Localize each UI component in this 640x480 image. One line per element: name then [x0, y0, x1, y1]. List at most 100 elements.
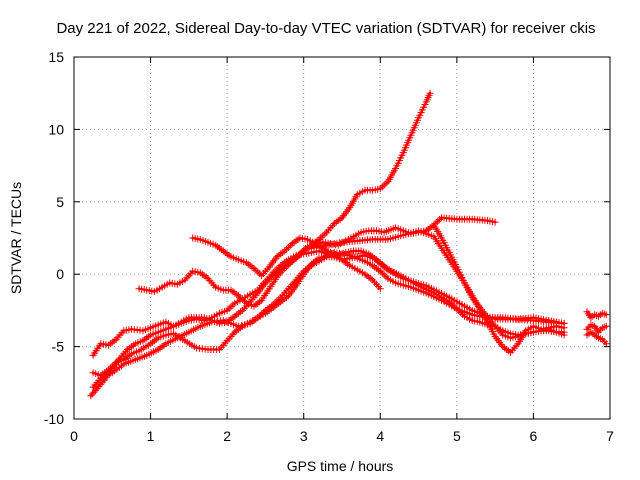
data-point: [225, 339, 229, 343]
data-point: [382, 231, 386, 234]
data-point: [321, 246, 325, 250]
data-point: [183, 339, 187, 343]
data-point: [386, 180, 390, 183]
axis-ticks: 0 1 2 3 4 5 6 7 -10 -5 0 5 10 15: [44, 49, 614, 444]
data-point: [317, 238, 321, 241]
data-point: [271, 274, 275, 277]
data-point: [363, 254, 367, 257]
data-point: [348, 254, 351, 257]
data-point: [432, 291, 436, 295]
data-point: [314, 242, 317, 245]
data-point: [604, 325, 608, 328]
data-point: [597, 314, 600, 318]
data-point: [126, 348, 129, 351]
data-point: [168, 281, 171, 285]
data-point: [440, 236, 443, 240]
data-point: [325, 231, 328, 234]
x-axis-label: GPS time / hours: [287, 458, 394, 474]
data-point: [493, 325, 497, 328]
data-point: [509, 351, 512, 354]
data-point: [275, 275, 279, 279]
data-point: [191, 236, 194, 240]
data-point: [356, 239, 359, 243]
x-tick-label: 3: [300, 428, 308, 444]
data-point: [562, 326, 566, 329]
data-point: [294, 284, 298, 287]
data-point: [352, 249, 355, 253]
data-point: [137, 287, 141, 290]
data-point: [298, 236, 302, 240]
data-point: [371, 264, 374, 267]
data-point: [363, 273, 367, 276]
data-point: [187, 330, 191, 334]
data-point: [402, 233, 405, 237]
data-point: [222, 319, 225, 322]
data-point: [336, 254, 340, 257]
series-s3: [89, 253, 384, 391]
data-point: [157, 336, 160, 340]
data-point: [486, 320, 489, 324]
data-point: [172, 332, 175, 335]
x-tick-label: 6: [530, 428, 538, 444]
data-point: [379, 187, 382, 190]
data-point: [317, 249, 321, 253]
data-point: [271, 303, 275, 306]
data-point: [417, 229, 420, 232]
data-point: [448, 300, 451, 303]
data-point: [202, 316, 206, 319]
data-point: [199, 271, 202, 274]
data-point: [137, 349, 141, 353]
data-point: [448, 251, 451, 254]
data-point: [260, 274, 263, 277]
data-point: [463, 314, 466, 318]
data-point: [195, 346, 198, 350]
data-point: [99, 342, 103, 345]
data-point: [371, 238, 374, 241]
series-s5: [135, 214, 499, 310]
data-point: [394, 167, 397, 170]
y-axis-label: SDTVAR / TECUs: [8, 182, 24, 294]
data-point: [455, 265, 459, 269]
data-point: [260, 299, 263, 302]
data-point: [206, 348, 210, 351]
data-point: [229, 255, 233, 259]
data-point: [340, 258, 344, 261]
data-point: [539, 328, 543, 331]
y-tick-label: -5: [52, 339, 65, 355]
data-point: [122, 329, 125, 332]
data-point: [237, 325, 240, 328]
data-point: [252, 304, 256, 308]
data-point: [425, 100, 428, 104]
data-point: [375, 258, 378, 261]
x-tick-label: 4: [376, 428, 384, 444]
data-point: [229, 288, 233, 292]
data-point: [601, 338, 604, 341]
data-point: [348, 206, 351, 209]
data-point: [367, 252, 370, 256]
data-point: [191, 270, 194, 273]
data-point: [448, 296, 451, 299]
data-point: [356, 193, 359, 196]
data-point: [386, 277, 390, 280]
y-tick-label: 5: [56, 194, 64, 210]
data-point: [218, 322, 221, 325]
data-point: [532, 330, 535, 334]
data-point: [501, 345, 504, 348]
x-tick-label: 7: [606, 428, 614, 444]
series-markers: [89, 247, 568, 359]
data-point: [532, 325, 535, 328]
data-point: [604, 313, 608, 316]
data-point: [402, 275, 405, 279]
data-point: [164, 333, 168, 337]
data-point: [470, 313, 474, 316]
data-point: [149, 326, 152, 329]
data-point: [245, 261, 248, 264]
data-point: [402, 229, 405, 232]
data-point: [470, 296, 474, 299]
data-point: [264, 309, 267, 312]
data-point: [164, 342, 168, 345]
series-markers: [89, 253, 384, 391]
plot-frame: [73, 56, 611, 420]
data-point: [206, 277, 210, 280]
data-point: [371, 189, 374, 192]
